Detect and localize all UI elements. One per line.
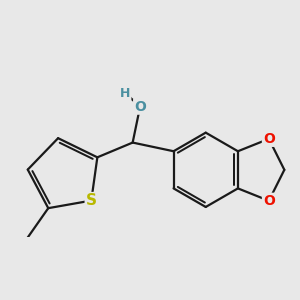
Text: O: O [134, 100, 146, 114]
Text: S: S [86, 193, 97, 208]
Text: O: O [263, 132, 275, 146]
Text: O: O [263, 194, 275, 208]
Text: H: H [120, 86, 130, 100]
